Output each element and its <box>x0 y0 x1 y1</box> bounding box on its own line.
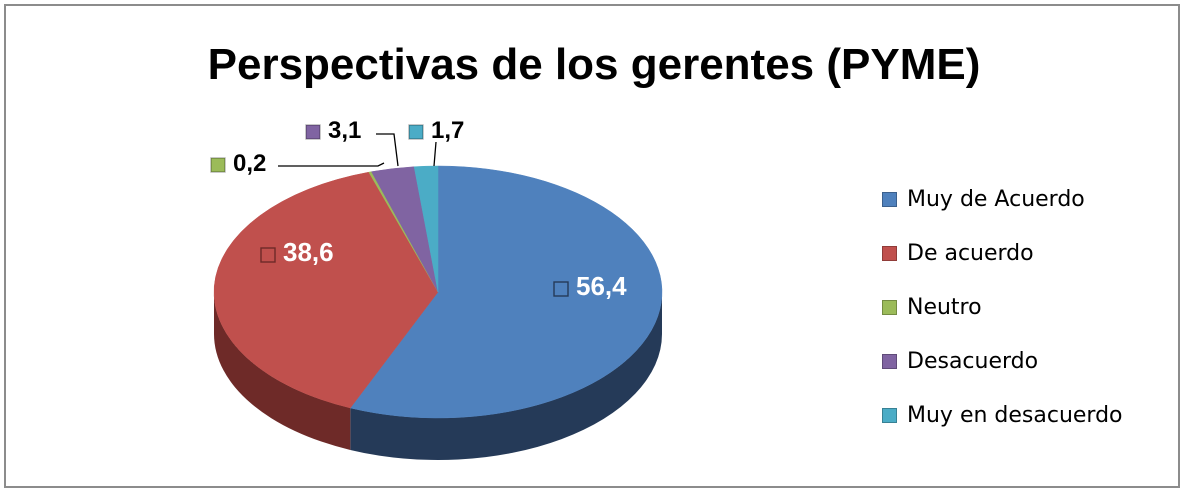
legend-label: Muy de Acuerdo <box>907 186 1085 212</box>
pie-side-de-acuerdo <box>214 292 351 450</box>
legend-item-muy-en-desacuerdo: Muy en desacuerdo <box>882 388 1123 442</box>
data-label-key-de-acuerdo <box>260 247 276 263</box>
data-label-key-neutro <box>210 157 226 173</box>
leader-line-muy-en-desacuerdo <box>433 141 437 167</box>
data-label-key-muy-de-acuerdo <box>553 281 569 297</box>
leader-line-neutro <box>278 162 385 167</box>
legend-swatch <box>882 191 897 207</box>
legend-item-desacuerdo: Desacuerdo <box>882 334 1123 388</box>
legend-label: Desacuerdo <box>907 348 1039 374</box>
legend-label: Neutro <box>907 294 982 320</box>
legend-swatch <box>882 299 897 315</box>
legend-label: Muy en desacuerdo <box>907 402 1123 428</box>
legend-swatch <box>882 407 897 423</box>
chart-title: Perspectivas de los gerentes (PYME) <box>207 40 981 89</box>
legend-item-neutro: Neutro <box>882 280 1123 334</box>
pie-top <box>213 165 663 419</box>
pie-slice-muy-de-acuerdo <box>349 165 663 419</box>
pie-chart: 56,4 38,6 0,2 3,1 1,7 <box>210 117 663 460</box>
legend-label: De acuerdo <box>907 240 1034 266</box>
data-label-muy-en-desacuerdo: 1,7 <box>431 117 464 144</box>
data-label-desacuerdo: 3,1 <box>328 117 361 144</box>
data-labels: 56,4 38,6 0,2 3,1 1,7 <box>210 117 627 301</box>
data-label-de-acuerdo: 38,6 <box>283 237 334 267</box>
pie-slice-de-acuerdo <box>213 171 439 409</box>
legend-swatch <box>882 353 897 369</box>
legend-swatch <box>882 245 897 261</box>
leader-line-desacuerdo <box>376 133 399 167</box>
legend-item-de-acuerdo: De acuerdo <box>882 226 1123 280</box>
legend-item-muy-de-acuerdo: Muy de Acuerdo <box>882 172 1123 226</box>
chart-frame: Perspectivas de los gerentes (PYME) 56,4… <box>4 4 1180 488</box>
chart-legend: Muy de Acuerdo De acuerdo Neutro Desacuerdo… <box>882 172 1123 442</box>
pie-slice-muy-en-desacuerdo <box>413 165 439 293</box>
data-label-key-muy-en-desacuerdo <box>408 124 424 140</box>
data-label-key-desacuerdo <box>305 124 321 140</box>
data-label-neutro: 0,2 <box>233 150 266 177</box>
data-label-muy-de-acuerdo: 56,4 <box>576 271 627 301</box>
